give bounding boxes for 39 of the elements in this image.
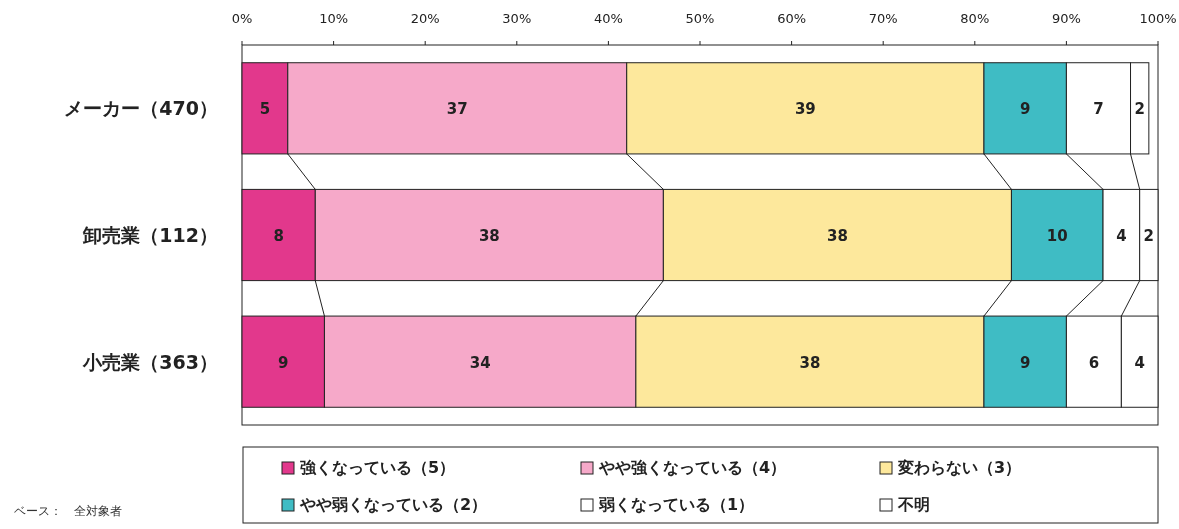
y-tick-label: 小売業（363）	[82, 350, 218, 373]
x-tick-label: 70%	[868, 11, 898, 26]
y-tick-label: 卸売業（112）	[82, 224, 218, 246]
x-tick-label: 10%	[319, 11, 349, 26]
data-label: 10	[1046, 227, 1068, 245]
legend-label: 不明	[897, 495, 930, 514]
legend-label: 弱くなっている（1）	[598, 495, 755, 514]
data-label: 38	[826, 227, 848, 245]
x-tick-label: 60%	[777, 11, 807, 26]
legend-label: やや弱くなっている（2）	[299, 495, 488, 514]
x-tick-label: 90%	[1051, 11, 1081, 26]
data-label: 38	[799, 353, 821, 372]
x-tick-label: 100%	[1139, 11, 1177, 26]
data-label: 38	[478, 227, 500, 245]
data-label: 2	[1143, 227, 1155, 245]
data-label: 9	[1019, 100, 1031, 119]
data-label: 5	[259, 100, 271, 119]
y-tick-label: メーカー（470）	[64, 97, 218, 120]
legend-label: やや強くなっている（4）	[598, 458, 787, 477]
x-tick-label: 0%	[231, 11, 253, 26]
data-label: 9	[1019, 353, 1031, 372]
legend-label: 変わらない（3）	[897, 458, 1022, 477]
x-tick-label: 30%	[502, 11, 532, 26]
legend-label: 強くなっている（5）	[300, 458, 456, 477]
data-label: 6	[1088, 353, 1100, 372]
x-tick-label: 80%	[960, 11, 990, 26]
data-label: 9	[278, 353, 289, 372]
data-label: 4	[1134, 353, 1145, 372]
text: ベース： 全対象者	[14, 504, 122, 518]
x-tick-label: 20%	[410, 11, 440, 26]
x-tick-label: 50%	[685, 11, 715, 26]
data-label: 8	[273, 227, 284, 245]
data-label: 7	[1093, 100, 1104, 119]
data-label: 4	[1116, 227, 1127, 245]
data-label: 2	[1134, 100, 1145, 119]
data-label: 39	[794, 100, 816, 119]
data-label: 34	[469, 353, 491, 372]
x-tick-label: 40%	[593, 11, 623, 26]
data-label: 37	[446, 100, 468, 119]
